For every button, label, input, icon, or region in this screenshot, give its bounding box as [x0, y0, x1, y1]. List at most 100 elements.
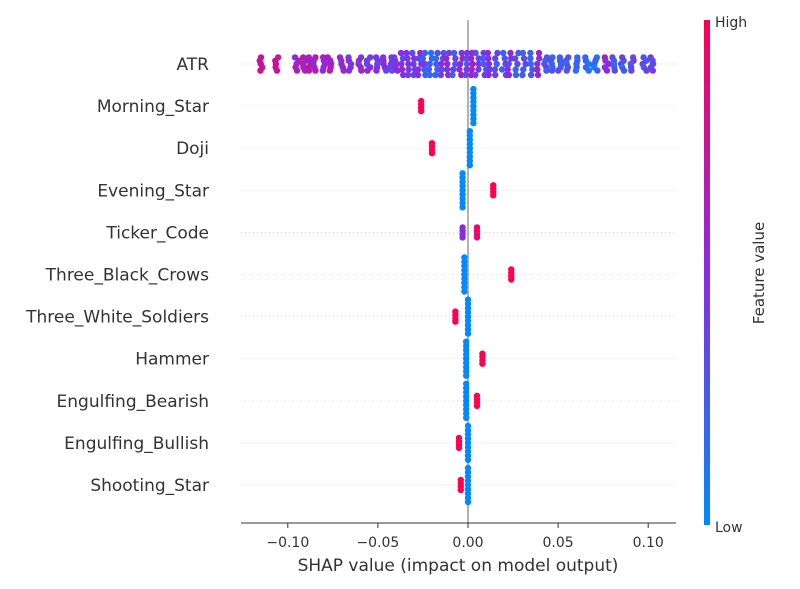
shap-point	[358, 67, 365, 74]
shap-point	[410, 60, 417, 68]
x-axis-label: SHAP value (impact on model output)	[298, 556, 619, 576]
shap-point	[494, 49, 501, 57]
shap-point	[519, 49, 527, 57]
shap-point	[534, 71, 542, 79]
shap-point	[585, 67, 592, 74]
shap-point	[399, 55, 407, 62]
shap-point	[522, 60, 529, 68]
feature-label: Three_White_Soldiers	[25, 308, 209, 328]
shap-point	[397, 49, 405, 57]
shap-point	[505, 60, 512, 68]
shap-point	[594, 67, 601, 74]
x-tick-label: 0.05	[543, 535, 574, 551]
shap-point	[603, 67, 611, 74]
shap-point	[399, 71, 407, 79]
shap-point	[452, 55, 459, 62]
shap-point	[498, 66, 506, 73]
shap-point	[555, 67, 562, 74]
shap-point	[504, 66, 511, 73]
row-gridlines	[241, 63, 676, 486]
shap-point	[452, 318, 459, 325]
shap-point	[515, 49, 522, 57]
shap-point	[462, 414, 470, 421]
shap-point	[457, 486, 464, 494]
shap-point	[433, 60, 440, 68]
shap-point	[535, 49, 543, 57]
shap-point	[480, 60, 487, 68]
feature-label: Hammer	[135, 350, 209, 370]
x-tick-label: −0.10	[266, 535, 309, 551]
shap-point	[620, 67, 628, 74]
shap-point	[293, 67, 301, 74]
shap-point	[432, 71, 439, 79]
shap-point	[500, 49, 507, 57]
feature-labels: ATR Morning_Star Doji Evening_Star Ticker_Co…	[25, 55, 209, 496]
shap-point	[426, 60, 433, 68]
shap-point	[520, 66, 527, 73]
shap-point	[461, 288, 468, 295]
colorbar-title: Feature value	[750, 222, 768, 324]
shap-point	[475, 66, 482, 73]
feature-label: Engulfing_Bullish	[64, 434, 209, 454]
shap-point	[340, 67, 347, 74]
x-tick-label: 0.10	[633, 535, 664, 551]
x-axis-ticks: −0.10 −0.05 0.00 0.05 0.10	[266, 523, 664, 551]
shap-point	[467, 55, 475, 62]
shap-point	[534, 66, 541, 73]
shap-point	[417, 107, 425, 115]
shap-point	[475, 60, 482, 68]
shap-point	[422, 71, 429, 79]
shap-point	[563, 67, 570, 74]
feature-label: Ticker_Code	[105, 223, 209, 243]
shap-point	[527, 71, 535, 79]
shap-point	[426, 71, 434, 79]
shap-point	[312, 67, 319, 74]
shap-point	[484, 49, 492, 57]
shap-point	[492, 55, 499, 62]
shap-point	[505, 71, 513, 79]
shap-point	[444, 60, 451, 68]
shap-point	[414, 66, 422, 73]
shap-point	[507, 49, 514, 57]
shap-point	[404, 55, 411, 62]
shap-point	[305, 67, 313, 74]
colorbar-low-label: Low	[715, 520, 743, 536]
shap-point	[432, 55, 440, 62]
shap-point	[519, 71, 526, 79]
x-tick-label: 0.00	[452, 535, 483, 551]
shap-point	[428, 150, 436, 157]
shap-point	[527, 55, 534, 62]
shap-point	[437, 71, 445, 79]
shap-point	[414, 71, 422, 79]
shap-point	[421, 49, 429, 57]
shap-point	[463, 55, 470, 62]
shap-point	[485, 60, 493, 68]
shap-point	[464, 330, 472, 337]
shap-point	[473, 402, 481, 409]
shap-point	[527, 49, 534, 57]
shap-point	[405, 66, 412, 73]
shap-point	[457, 60, 464, 68]
shap-point	[440, 49, 447, 57]
shap-point	[486, 66, 493, 73]
shap-point	[529, 66, 536, 73]
shap-point	[404, 71, 412, 79]
shap-point	[427, 49, 435, 57]
shap-point	[512, 55, 519, 62]
feature-label: Engulfing_Bearish	[57, 392, 209, 412]
shap-point	[438, 66, 445, 73]
shap-point	[473, 234, 481, 241]
shap-point	[469, 60, 476, 68]
shap-point	[443, 55, 450, 62]
shap-point	[611, 67, 618, 74]
shap-point	[512, 71, 520, 79]
shap-point	[468, 66, 475, 73]
shap-point	[458, 49, 465, 57]
feature-label: Three_Black_Crows	[45, 266, 209, 286]
shap-point	[472, 49, 479, 57]
shap-point	[434, 49, 441, 57]
shap-point	[543, 67, 550, 74]
shap-point	[485, 71, 492, 79]
shap-points	[256, 49, 657, 506]
